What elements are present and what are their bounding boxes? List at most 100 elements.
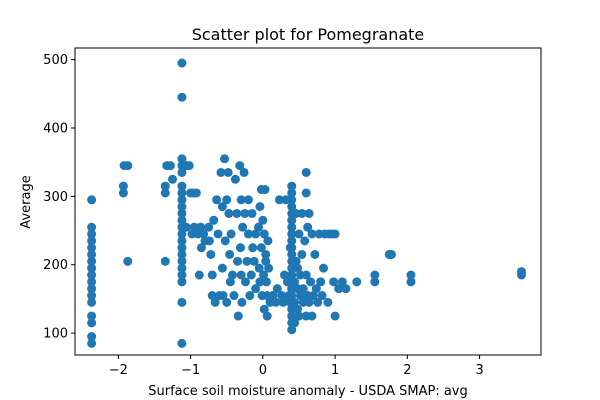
data-point	[406, 277, 416, 287]
data-point	[210, 297, 220, 307]
data-point	[294, 311, 304, 321]
data-point	[287, 325, 297, 335]
data-point	[220, 236, 230, 246]
data-point	[233, 256, 243, 266]
x-tick-label: −1	[181, 363, 200, 378]
data-point	[177, 256, 187, 266]
data-point	[233, 311, 243, 321]
data-point	[189, 222, 199, 232]
data-point	[287, 243, 297, 253]
data-point	[209, 215, 219, 225]
data-point	[196, 222, 206, 232]
data-point	[87, 277, 97, 287]
x-tick-label: −2	[109, 363, 128, 378]
data-point	[184, 161, 194, 171]
data-point	[224, 208, 234, 218]
data-point	[316, 277, 326, 287]
data-point	[307, 311, 317, 321]
data-point	[287, 222, 297, 232]
data-point	[87, 249, 97, 259]
data-point	[87, 263, 97, 273]
data-point	[229, 291, 239, 301]
data-point	[217, 263, 227, 273]
data-point	[177, 181, 187, 191]
data-point	[254, 222, 264, 232]
data-point	[177, 208, 187, 218]
data-point	[243, 229, 253, 239]
data-point	[313, 297, 323, 307]
data-point	[194, 270, 204, 280]
data-point	[406, 270, 416, 280]
points-layer	[87, 58, 526, 348]
data-point	[290, 277, 300, 287]
data-point	[264, 263, 274, 273]
data-point	[204, 222, 214, 232]
data-point	[204, 236, 214, 246]
data-point	[274, 195, 284, 205]
data-point	[245, 291, 255, 301]
data-point	[319, 263, 329, 273]
data-point	[290, 318, 300, 328]
data-point	[177, 249, 187, 259]
data-point	[191, 188, 201, 198]
data-point	[287, 181, 297, 191]
data-point	[177, 58, 187, 68]
data-point	[226, 229, 236, 239]
data-point	[160, 256, 170, 266]
data-point	[323, 297, 333, 307]
data-point	[177, 270, 187, 280]
data-point	[177, 277, 187, 287]
data-point	[262, 311, 272, 321]
data-point	[287, 311, 297, 321]
data-point	[235, 161, 245, 171]
data-point	[216, 167, 226, 177]
data-point	[87, 236, 97, 246]
data-point	[256, 243, 266, 253]
data-point	[337, 277, 347, 287]
data-point	[278, 297, 288, 307]
data-point	[248, 243, 258, 253]
data-point	[301, 270, 311, 280]
data-point	[334, 284, 344, 294]
data-point	[213, 229, 223, 239]
y-tick-label: 300	[43, 190, 68, 205]
data-point	[304, 208, 314, 218]
data-point	[87, 318, 97, 328]
data-point	[317, 291, 327, 301]
data-point	[223, 167, 233, 177]
data-point	[304, 297, 314, 307]
data-point	[230, 174, 240, 184]
data-point	[297, 208, 307, 218]
data-point	[87, 284, 97, 294]
data-point	[123, 161, 133, 171]
data-point	[87, 291, 97, 301]
data-point	[177, 229, 187, 239]
data-point	[311, 284, 321, 294]
data-point	[87, 222, 97, 232]
data-point	[287, 249, 297, 259]
data-point	[277, 291, 287, 301]
data-point	[254, 263, 264, 273]
data-point	[301, 188, 311, 198]
data-point	[160, 181, 170, 191]
data-point	[386, 249, 396, 259]
data-point	[236, 195, 246, 205]
data-point	[259, 270, 269, 280]
data-point	[232, 208, 242, 218]
data-point	[294, 229, 304, 239]
data-point	[261, 256, 271, 266]
data-point	[310, 249, 320, 259]
data-point	[330, 229, 340, 239]
data-point	[177, 195, 187, 205]
data-point	[329, 277, 339, 287]
data-point	[87, 243, 97, 253]
y-tick-label: 500	[43, 53, 68, 68]
data-point	[177, 154, 187, 164]
data-point	[306, 277, 316, 287]
data-point	[177, 338, 187, 348]
data-point	[297, 249, 307, 259]
data-point	[251, 229, 261, 239]
data-point	[261, 277, 271, 287]
data-point	[87, 256, 97, 266]
data-point	[87, 195, 97, 205]
